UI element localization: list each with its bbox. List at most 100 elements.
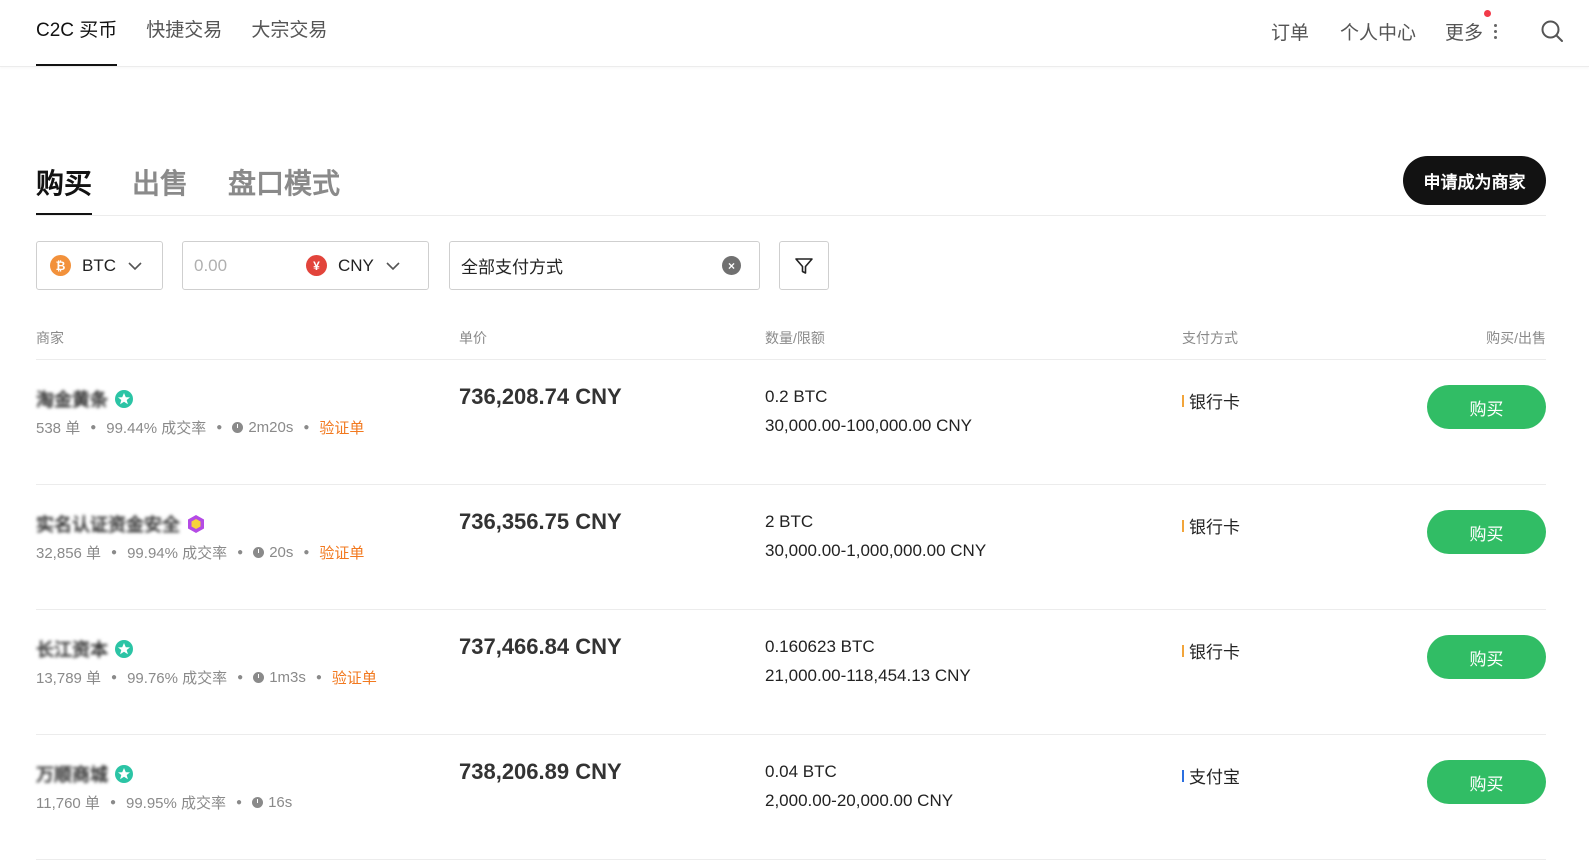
verified-order-tag[interactable]: 验证单 xyxy=(319,545,365,562)
order-limit: 30,000.00-100,000.00 CNY xyxy=(765,416,972,435)
table-row: 淘金黄条 538 单 ● 99.44% 成交率 ● 2m20s ● 验证单 736,208.74… xyxy=(36,360,1546,485)
available-quantity: 0.2 BTC xyxy=(765,387,828,406)
apply-merchant-button[interactable]: 申请成为商家 xyxy=(1403,156,1546,205)
table-row: 长江资本 13,789 单 ● 99.76% 成交率 ● 1m3s ● 验证单 737,466.… xyxy=(36,610,1546,735)
unit-price: 736,208.74 CNY xyxy=(459,384,622,409)
payment-method: 银行卡 xyxy=(1182,638,1240,663)
merchant-name[interactable]: 实名认证资金安全 xyxy=(36,515,180,535)
nav-more[interactable]: 更多 xyxy=(1444,9,1498,45)
merchant-stats: 13,789 单 ● 99.76% 成交率 ● 1m3s ● 验证单 xyxy=(36,667,377,688)
payment-color-bar xyxy=(1182,769,1184,782)
payment-method: 支付宝 xyxy=(1182,763,1240,788)
payment-method: 银行卡 xyxy=(1182,388,1240,413)
buy-button[interactable]: 购买 xyxy=(1427,385,1546,429)
separator-dot: ● xyxy=(111,547,118,558)
unit-price: 736,356.75 CNY xyxy=(459,509,622,534)
clock-icon xyxy=(253,547,265,558)
tab-buy[interactable]: 购买 xyxy=(36,162,93,216)
verified-merchant-icon xyxy=(115,390,133,408)
separator-dot: ● xyxy=(216,422,223,433)
nav-orders[interactable]: 订单 xyxy=(1270,22,1309,44)
kebab-icon xyxy=(1494,23,1498,39)
header-action: 购买/出售 xyxy=(1486,330,1546,346)
payment-method: 银行卡 xyxy=(1182,513,1240,538)
merchant-name[interactable]: 万顺商城 xyxy=(36,765,108,785)
completion-rate: 99.44% 成交率 xyxy=(106,420,207,437)
order-count: 32,856 单 xyxy=(36,545,102,562)
nav-c2c-buy[interactable]: C2C 买币 xyxy=(36,0,118,67)
order-limit: 30,000.00-1,000,000.00 CNY xyxy=(765,541,987,560)
nav-profile[interactable]: 个人中心 xyxy=(1339,22,1416,44)
bitcoin-icon: ₿ xyxy=(50,255,71,276)
payment-color-bar xyxy=(1182,644,1184,657)
separator-dot: ● xyxy=(236,797,243,808)
payment-color-bar xyxy=(1182,519,1184,532)
tab-orderbook[interactable]: 盘口模式 xyxy=(228,168,341,199)
payment-method-select[interactable]: 全部支付方式 × xyxy=(449,241,760,290)
verified-order-tag[interactable]: 验证单 xyxy=(331,670,377,687)
separator-dot: ● xyxy=(111,672,118,683)
header-merchant: 商家 xyxy=(36,330,64,346)
filter-icon xyxy=(795,257,813,274)
fiat-select-value[interactable]: CNY xyxy=(338,255,374,275)
payment-method-label: 银行卡 xyxy=(1189,643,1240,662)
available-quantity: 0.160623 BTC xyxy=(765,637,875,656)
table-header: 商家 单价 数量/限额 支付方式 购买/出售 xyxy=(36,326,1546,360)
completion-rate: 99.76% 成交率 xyxy=(127,670,228,687)
merchant-name-line: 实名认证资金安全 xyxy=(36,511,206,537)
nav-more-label: 更多 xyxy=(1444,22,1483,44)
clear-icon[interactable]: × xyxy=(722,256,741,275)
separator-dot: ● xyxy=(90,422,97,433)
table-row: 实名认证资金安全 32,856 单 ● 99.94% 成交率 ● 20s ● 验证单 736,3… xyxy=(36,485,1546,610)
payment-method-label: 银行卡 xyxy=(1189,518,1240,537)
crypto-select-value: BTC xyxy=(82,255,116,275)
top-navigation: C2C 买币 快捷交易 大宗交易 订单 个人中心 更多 xyxy=(0,0,1589,67)
available-quantity: 2 BTC xyxy=(765,512,814,531)
merchant-name[interactable]: 淘金黄条 xyxy=(36,390,108,410)
clock-icon xyxy=(253,672,265,683)
notification-dot xyxy=(1484,9,1491,17)
payment-method-value: 全部支付方式 xyxy=(461,258,563,277)
merchant-name-line: 淘金黄条 xyxy=(36,386,134,412)
merchant-stats: 11,760 单 ● 99.95% 成交率 ● 16s xyxy=(36,792,292,813)
buy-button[interactable]: 购买 xyxy=(1427,510,1546,554)
completion-rate: 99.95% 成交率 xyxy=(125,795,227,812)
tab-sell[interactable]: 出售 xyxy=(132,168,189,199)
separator-dot: ● xyxy=(303,547,310,558)
clock-icon xyxy=(252,797,264,808)
merchant-name[interactable]: 长江资本 xyxy=(36,640,108,660)
payment-color-bar xyxy=(1182,394,1184,407)
top-nav-right: 订单 个人中心 更多 xyxy=(1240,0,1564,62)
merchant-name-line: 长江资本 xyxy=(36,636,134,662)
available-quantity: 0.04 BTC xyxy=(765,762,837,781)
verified-order-tag[interactable]: 验证单 xyxy=(319,420,365,437)
merchant-name-line: 万顺商城 xyxy=(36,761,134,787)
tabs-divider xyxy=(36,215,1546,216)
order-limit: 21,000.00-118,454.13 CNY xyxy=(765,666,971,685)
avg-release-time: 16s xyxy=(268,794,293,811)
separator-dot: ● xyxy=(315,672,322,683)
trade-tabs: 购买 出售 盘口模式 xyxy=(36,162,380,216)
order-limit: 2,000.00-20,000.00 CNY xyxy=(765,791,954,810)
header-price: 单价 xyxy=(459,330,487,346)
payment-method-label: 银行卡 xyxy=(1189,393,1240,412)
verified-merchant-icon xyxy=(115,765,133,783)
crypto-select[interactable]: ₿ BTC xyxy=(36,241,163,290)
nav-quick-trade[interactable]: 快捷交易 xyxy=(146,20,223,41)
avg-release-time: 20s xyxy=(269,544,294,561)
nav-block-trade[interactable]: 大宗交易 xyxy=(251,20,328,41)
unit-price: 738,206.89 CNY xyxy=(459,759,622,784)
chevron-down-icon xyxy=(128,261,142,270)
header-payment: 支付方式 xyxy=(1182,330,1238,346)
buy-button[interactable]: 购买 xyxy=(1427,760,1546,804)
amount-input[interactable] xyxy=(194,255,306,276)
separator-dot: ● xyxy=(237,547,244,558)
avg-release-time: 1m3s xyxy=(269,669,306,686)
separator-dot: ● xyxy=(303,422,310,433)
merchant-stats: 538 单 ● 99.44% 成交率 ● 2m20s ● 验证单 xyxy=(36,417,364,438)
merchant-badge-icon xyxy=(188,515,204,533)
search-icon[interactable] xyxy=(1540,19,1564,43)
chevron-down-icon[interactable] xyxy=(386,259,400,273)
filter-button[interactable] xyxy=(779,241,829,290)
buy-button[interactable]: 购买 xyxy=(1427,635,1546,679)
